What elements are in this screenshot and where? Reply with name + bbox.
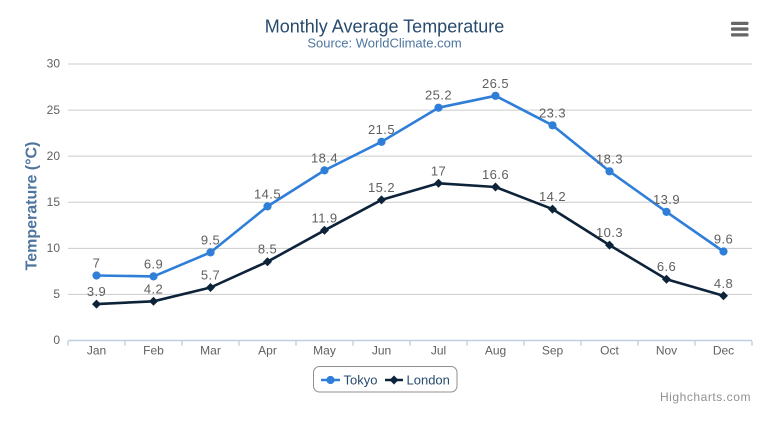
svg-text:11.9: 11.9 (312, 210, 338, 225)
svg-text:30: 30 (47, 57, 61, 71)
svg-text:Oct: Oct (600, 344, 619, 358)
svg-text:13.9: 13.9 (653, 192, 680, 207)
svg-text:7: 7 (93, 256, 101, 271)
svg-text:14.5: 14.5 (254, 186, 281, 201)
svg-text:Apr: Apr (258, 344, 277, 358)
svg-text:5: 5 (53, 287, 60, 301)
svg-text:23.3: 23.3 (539, 105, 566, 120)
svg-text:6.9: 6.9 (144, 256, 163, 271)
svg-text:18.4: 18.4 (311, 150, 338, 165)
svg-text:Jun: Jun (372, 344, 391, 358)
svg-text:15.2: 15.2 (368, 180, 395, 195)
svg-text:26.5: 26.5 (482, 76, 509, 91)
svg-text:Jul: Jul (431, 344, 446, 358)
svg-text:14.2: 14.2 (539, 189, 566, 204)
svg-text:9.5: 9.5 (201, 232, 220, 247)
svg-text:25.2: 25.2 (425, 88, 452, 103)
svg-text:May: May (313, 344, 336, 358)
svg-text:Temperature (°C): Temperature (°C) (24, 142, 41, 271)
svg-text:Jan: Jan (87, 344, 106, 358)
svg-text:4.8: 4.8 (714, 276, 733, 291)
svg-text:Nov: Nov (656, 344, 677, 358)
svg-text:17: 17 (431, 163, 446, 178)
svg-text:18.3: 18.3 (596, 151, 623, 166)
svg-text:10.3: 10.3 (596, 225, 623, 240)
svg-text:4.2: 4.2 (144, 281, 163, 296)
svg-text:6.6: 6.6 (657, 259, 676, 274)
svg-text:Highcharts.com: Highcharts.com (660, 390, 751, 404)
svg-text:8.5: 8.5 (258, 242, 277, 257)
svg-text:9.6: 9.6 (714, 232, 733, 247)
svg-text:5.7: 5.7 (201, 268, 220, 283)
svg-text:Dec: Dec (713, 344, 734, 358)
svg-text:21.5: 21.5 (368, 122, 395, 137)
svg-text:Monthly Average Temperature: Monthly Average Temperature (265, 17, 504, 37)
svg-text:20: 20 (47, 149, 61, 163)
svg-text:15: 15 (47, 195, 61, 209)
svg-text:10: 10 (47, 241, 61, 255)
svg-text:3.9: 3.9 (87, 284, 106, 299)
svg-text:Sep: Sep (542, 344, 564, 358)
svg-text:Source: WorldClimate.com: Source: WorldClimate.com (307, 36, 461, 51)
svg-text:Feb: Feb (143, 344, 164, 358)
svg-text:London: London (407, 372, 450, 387)
svg-text:0: 0 (53, 333, 60, 347)
svg-text:Aug: Aug (485, 344, 506, 358)
svg-text:16.6: 16.6 (482, 167, 509, 182)
svg-text:25: 25 (47, 103, 61, 117)
svg-text:Tokyo: Tokyo (344, 372, 378, 387)
svg-text:Mar: Mar (200, 344, 221, 358)
